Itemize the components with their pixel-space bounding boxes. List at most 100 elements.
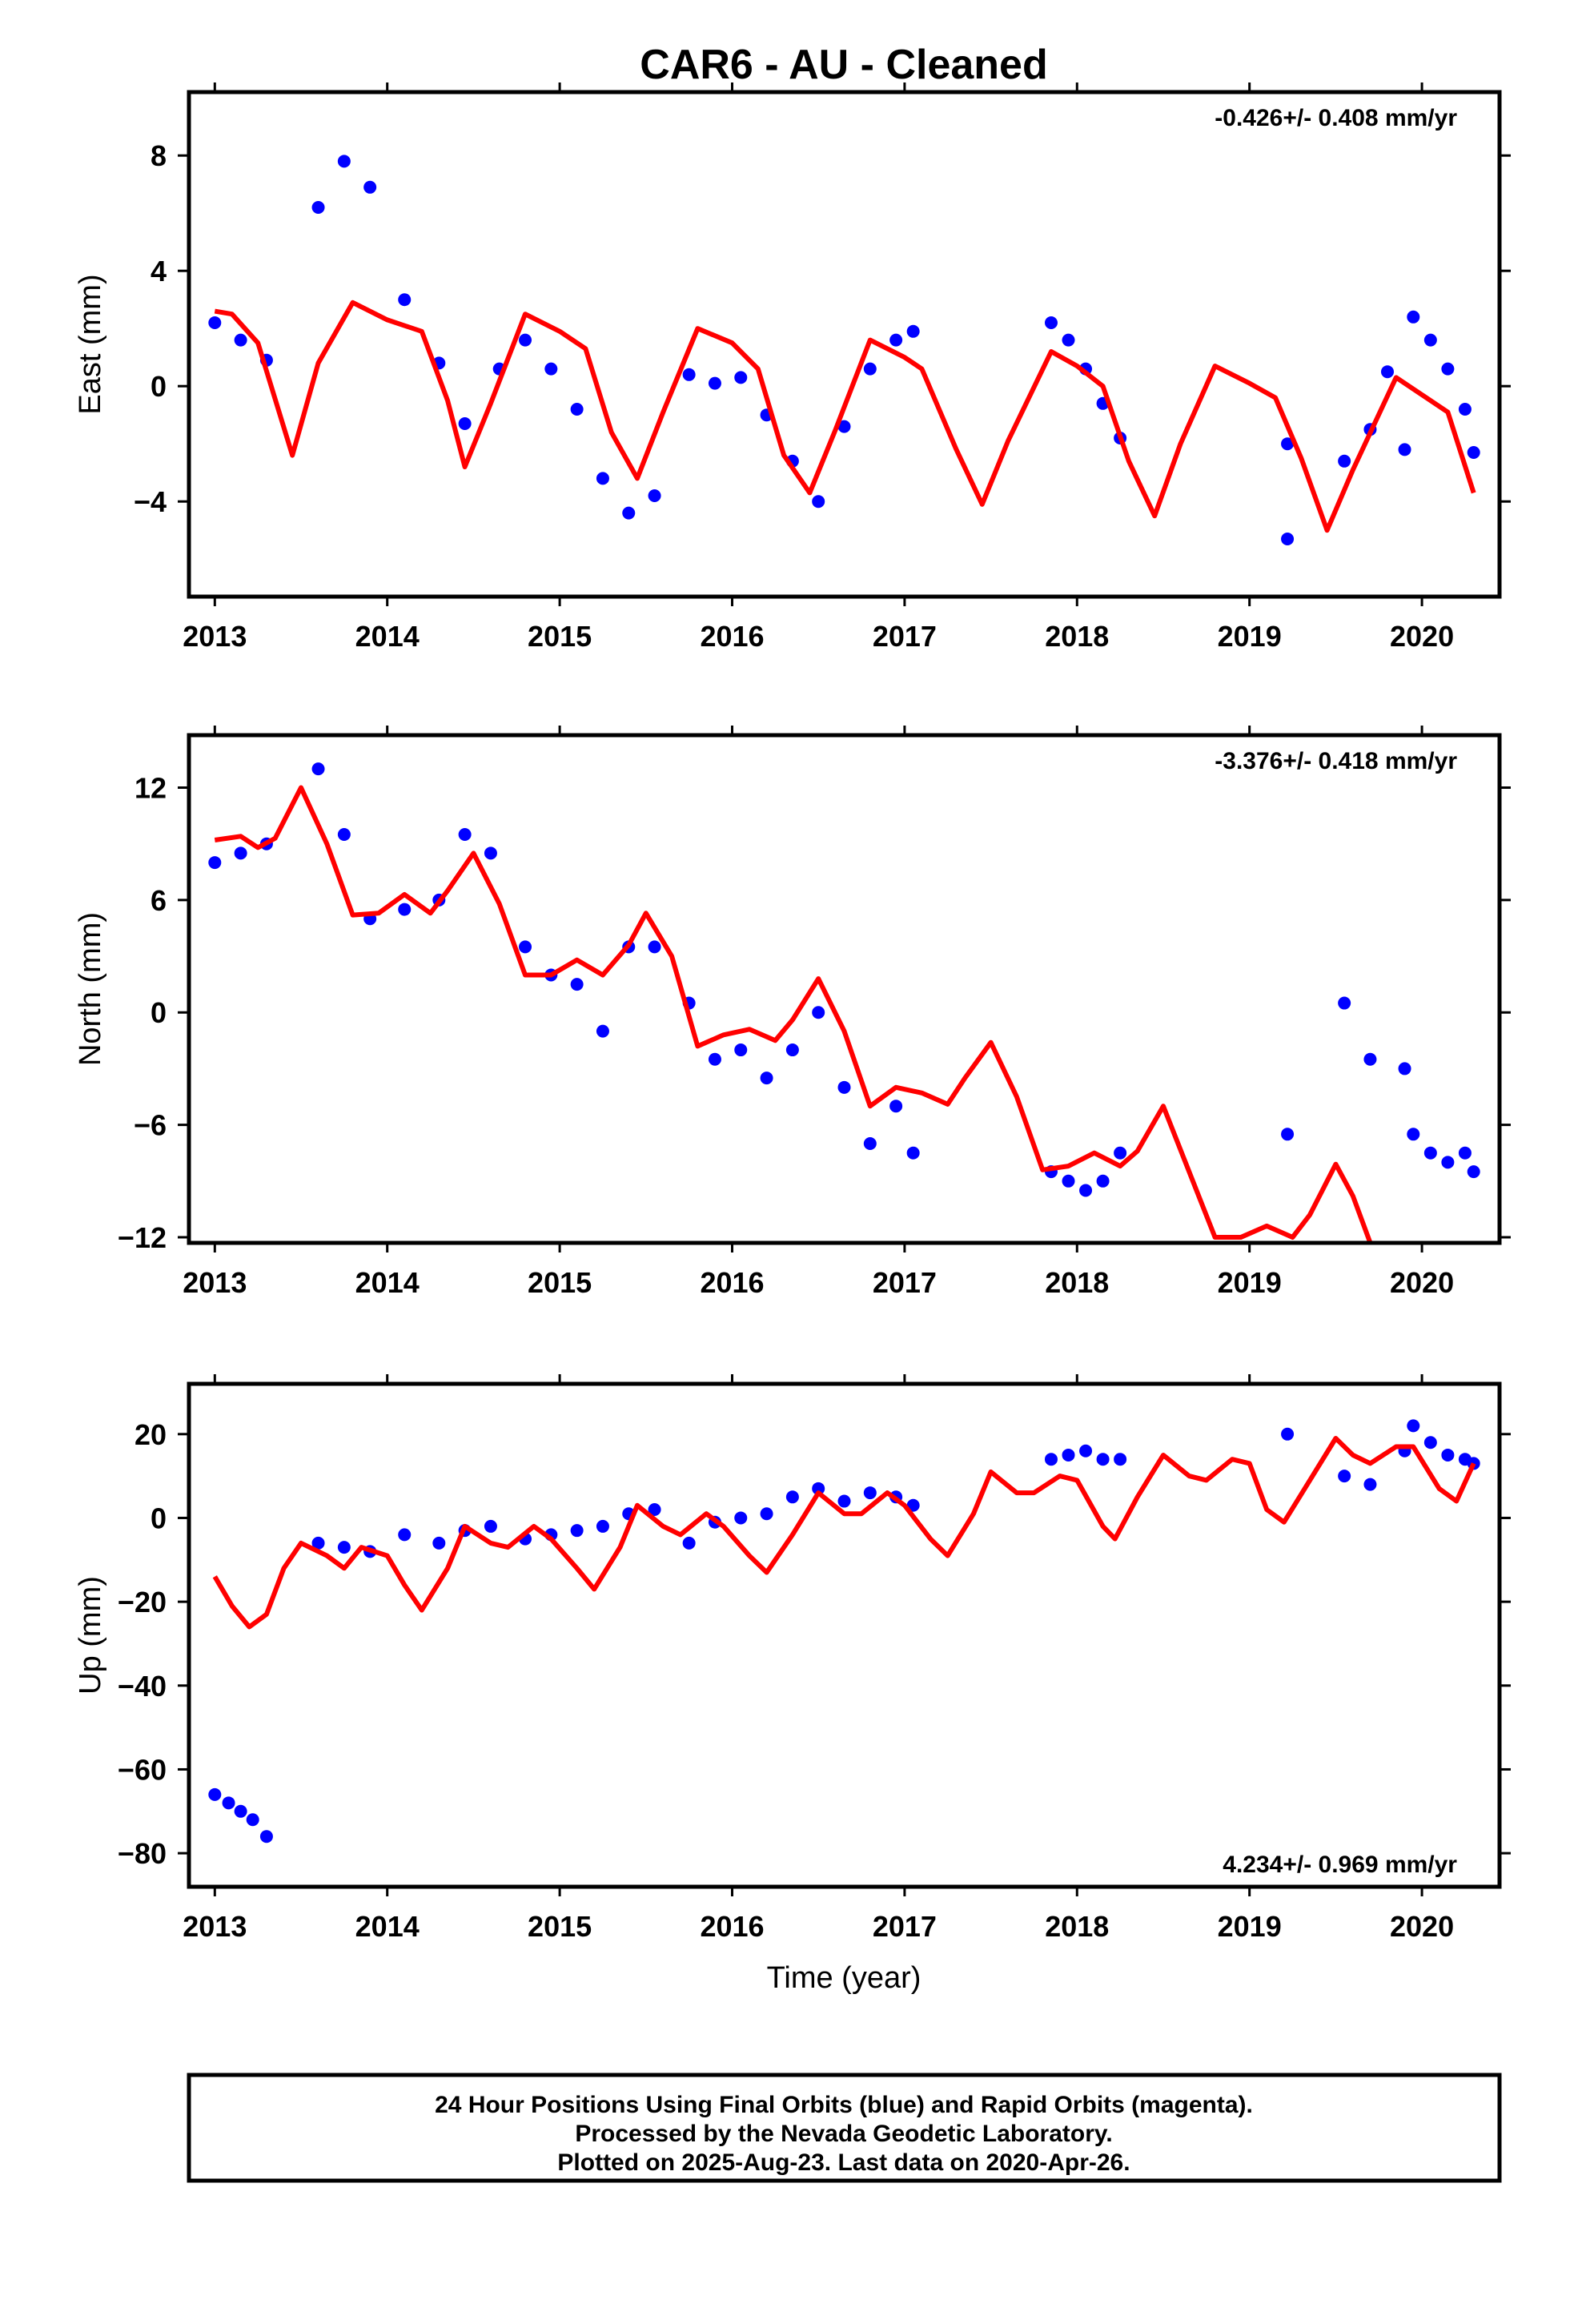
- data-point: [519, 333, 532, 347]
- y-tick-label: 4: [151, 255, 167, 287]
- model-line: [214, 785, 1373, 1243]
- x-tick-label: 2013: [183, 1910, 247, 1943]
- data-point: [785, 1490, 799, 1504]
- data-point: [889, 333, 903, 347]
- data-point: [398, 903, 412, 916]
- data-point: [1062, 1448, 1075, 1462]
- data-point: [1114, 1453, 1127, 1466]
- data-point: [1062, 333, 1075, 347]
- data-point: [398, 293, 412, 307]
- plot-area: [208, 155, 1480, 545]
- data-point: [363, 180, 377, 194]
- y-tick-label: −60: [118, 1753, 167, 1786]
- y-tick-label: 0: [151, 996, 167, 1029]
- data-point: [208, 316, 222, 329]
- data-point: [1441, 1448, 1455, 1462]
- data-point: [222, 1796, 235, 1810]
- y-tick-label: 6: [151, 884, 167, 917]
- data-point: [311, 1536, 325, 1550]
- data-point: [234, 333, 247, 347]
- data-point: [1114, 1146, 1127, 1160]
- x-tick-label: 2014: [355, 620, 420, 653]
- up-panel: 2013 2014 2015 2016 2017 2018 2019 2020200−20−4…: [74, 1374, 1511, 1943]
- data-point: [484, 846, 497, 860]
- data-point: [648, 940, 661, 954]
- data-point: [889, 1100, 903, 1113]
- data-point: [1281, 1427, 1295, 1441]
- x-tick-label: 2020: [1390, 1910, 1454, 1943]
- x-tick-label: 2018: [1045, 620, 1109, 653]
- east-panel: 2013 2014 2015 2016 2017 2018 2019 2020 8 4 0 −4 -0.…: [74, 82, 1511, 653]
- data-point: [734, 1043, 748, 1057]
- data-point: [1407, 1419, 1420, 1433]
- x-tick-label: 2020: [1390, 620, 1454, 653]
- data-point: [1398, 443, 1411, 456]
- data-point: [1096, 1453, 1110, 1466]
- rate-label: -3.376+/- 0.418 mm/yr: [1215, 748, 1457, 774]
- data-point: [708, 376, 721, 390]
- x-tick-label: 2015: [528, 1910, 592, 1943]
- data-point: [785, 1043, 799, 1057]
- data-point: [1281, 533, 1295, 545]
- data-point: [337, 1541, 351, 1554]
- data-point: [837, 1494, 851, 1508]
- y-axis-label: North (mm): [74, 912, 107, 1066]
- y-tick-label: −40: [118, 1670, 167, 1703]
- data-point: [1441, 1156, 1455, 1169]
- data-point: [906, 324, 920, 338]
- data-point: [570, 978, 584, 991]
- data-point: [596, 1519, 609, 1533]
- data-point: [1423, 1146, 1437, 1160]
- data-point: [1423, 333, 1437, 347]
- data-point: [812, 495, 825, 509]
- data-point: [622, 506, 636, 520]
- y-tick-label: 0: [151, 1502, 167, 1534]
- data-point: [1398, 1062, 1411, 1076]
- data-point: [734, 1511, 748, 1525]
- y-tick-label: 20: [135, 1418, 167, 1451]
- x-tick-label: 2019: [1218, 1910, 1282, 1943]
- data-point: [682, 1536, 696, 1550]
- y-tick-label: −80: [118, 1837, 167, 1870]
- x-axis-label: Time (year): [767, 1961, 921, 1995]
- figure-title: CAR6 - AU - Cleaned: [640, 42, 1047, 88]
- data-point: [484, 1519, 497, 1533]
- data-point: [760, 1072, 773, 1085]
- x-tick-label: 2015: [528, 1266, 592, 1299]
- data-point: [1062, 1174, 1075, 1188]
- x-tick-label: 2017: [873, 1910, 937, 1943]
- data-point: [863, 1486, 877, 1500]
- data-point: [863, 1137, 877, 1151]
- data-point: [837, 1080, 851, 1094]
- footer-box: 24 Hour Positions Using Final Orbits (bl…: [187, 2073, 1502, 2183]
- plot-area: [208, 762, 1480, 1243]
- footer-line-1: 24 Hour Positions Using Final Orbits (bl…: [435, 2092, 1253, 2118]
- data-point: [1281, 1128, 1295, 1141]
- data-point: [398, 1528, 412, 1542]
- x-tick-label: 2019: [1218, 1266, 1282, 1299]
- x-tick-label: 2018: [1045, 1266, 1109, 1299]
- data-point: [1079, 1444, 1093, 1458]
- x-tick-label: 2019: [1218, 620, 1282, 653]
- data-point: [596, 1024, 609, 1038]
- data-point: [1338, 1470, 1351, 1483]
- rate-label: -0.426+/- 0.408 mm/yr: [1215, 105, 1457, 131]
- footer-line-3: Plotted on 2025-Aug-23. Last data on 202…: [557, 2149, 1130, 2176]
- data-point: [760, 1507, 773, 1521]
- plot-area: [208, 1419, 1480, 1844]
- data-point: [1441, 362, 1455, 376]
- data-point: [570, 403, 584, 416]
- x-tick-label: 2014: [355, 1910, 420, 1943]
- plot-frame: [187, 733, 1502, 1245]
- data-point: [863, 362, 877, 376]
- data-point: [1338, 996, 1351, 1010]
- data-point: [1407, 310, 1420, 324]
- y-tick-label: −4: [134, 485, 167, 518]
- x-tick-label: 2016: [700, 620, 764, 653]
- data-point: [1281, 437, 1295, 451]
- data-point: [458, 827, 472, 841]
- model-line: [214, 300, 1476, 533]
- data-point: [682, 368, 696, 381]
- data-point: [1407, 1128, 1420, 1141]
- y-axis-label: East (mm): [74, 274, 107, 414]
